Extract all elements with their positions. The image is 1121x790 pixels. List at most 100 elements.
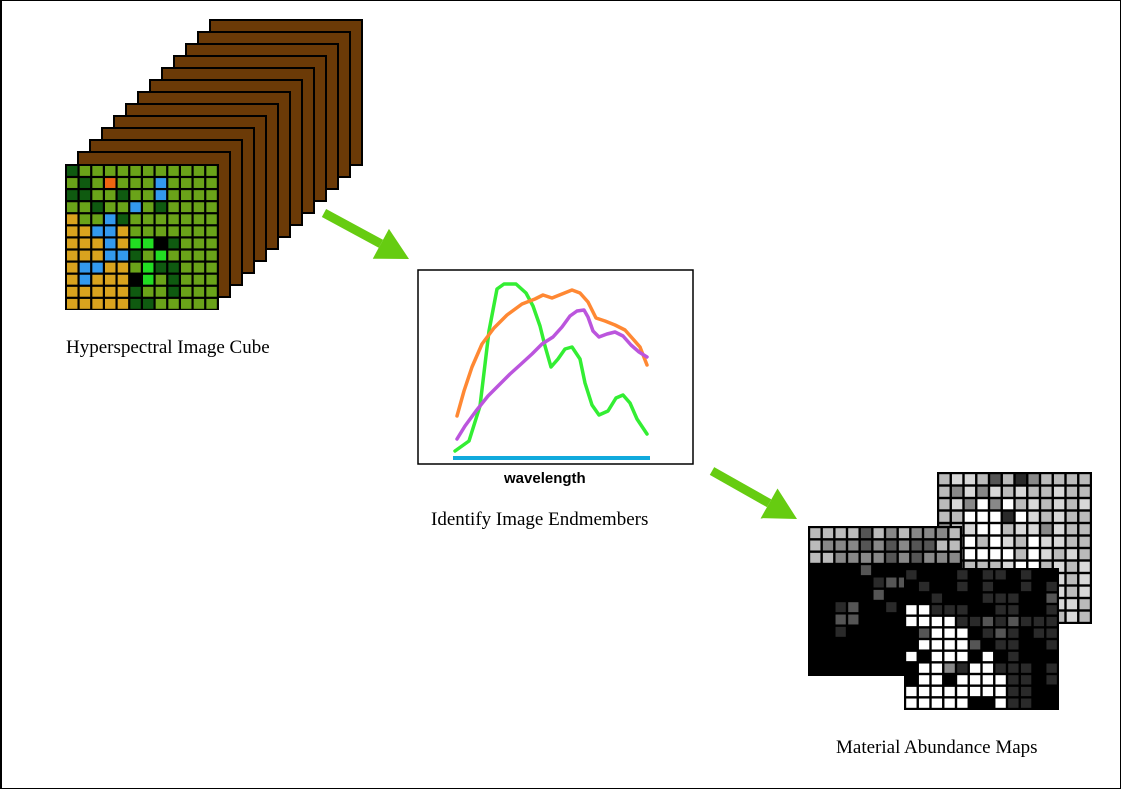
- abundance-pixel: [886, 552, 897, 563]
- abundance-pixel: [995, 640, 1006, 650]
- abundance-pixel: [835, 552, 846, 563]
- cube-pixel: [168, 250, 179, 261]
- abundance-pixel: [995, 593, 1006, 603]
- abundance-pixel: [886, 577, 897, 588]
- cube-pixel: [168, 298, 179, 309]
- abundance-pixel: [1079, 499, 1090, 510]
- abundance-pixel: [1066, 511, 1078, 522]
- abundance-pixel: [1008, 640, 1019, 650]
- abundance-pixel: [906, 628, 917, 638]
- abundance-pixel: [924, 552, 935, 563]
- abundance-pixel: [964, 486, 976, 497]
- abundance-pixel: [906, 616, 917, 627]
- abundance-pixel: [1020, 570, 1032, 580]
- cube-pixel: [92, 166, 103, 176]
- abundance-pixel: [944, 570, 955, 580]
- cube-pixel: [105, 202, 116, 213]
- abundance-pixel: [848, 589, 859, 600]
- abundance-pixel: [931, 605, 943, 615]
- abundance-pixel: [873, 639, 884, 650]
- abundance-pixel: [1033, 663, 1045, 673]
- abundance-pixel: [835, 565, 846, 576]
- abundance-pixel: [1066, 486, 1078, 497]
- arrow-right-down-icon: [709, 467, 797, 519]
- cube-pixel: [130, 202, 141, 213]
- abundance-pixel: [835, 626, 846, 637]
- abundance-pixel: [911, 552, 922, 563]
- abundance-pixel: [848, 540, 859, 551]
- abundance-pixel: [1033, 593, 1045, 603]
- cube-pixel: [79, 262, 91, 273]
- abundance-pixel: [1008, 651, 1019, 662]
- abundance-pixel: [939, 499, 950, 510]
- abundance-pixel: [957, 593, 968, 603]
- abundance-pixel: [1028, 486, 1039, 497]
- abundance-pixel: [822, 639, 834, 650]
- abundance-pixel: [886, 651, 897, 662]
- abundance-pixel: [969, 640, 981, 650]
- abundance-pixel: [822, 614, 834, 625]
- abundance-pixel: [918, 686, 930, 697]
- abundance-pixel: [1079, 524, 1090, 535]
- cube-pixel: [193, 190, 205, 201]
- abundance-pixel: [810, 589, 821, 600]
- cube-pixel: [79, 274, 91, 285]
- abundance-pixel: [924, 540, 935, 551]
- abundance-pixel: [1041, 474, 1052, 485]
- abundance-pixel: [931, 675, 943, 685]
- cube-pixel: [168, 274, 179, 285]
- cube-pixel: [130, 262, 141, 273]
- cube-pixel: [181, 190, 192, 201]
- cube-pixel: [79, 286, 91, 297]
- abundance-pixel: [939, 474, 950, 485]
- cube-pixel: [143, 262, 154, 273]
- abundance-pixel: [911, 540, 922, 551]
- abundance-pixel: [990, 536, 1001, 547]
- abundance-pixel: [982, 686, 994, 697]
- abundance-pixel: [990, 524, 1001, 535]
- abundance-pixel: [949, 528, 960, 539]
- abundance-pixel: [1046, 628, 1057, 638]
- abundance-pixel: [810, 552, 821, 563]
- abundance-pixel: [1008, 616, 1019, 627]
- abundance-pixel: [1002, 536, 1014, 547]
- abundance-pixel: [860, 577, 872, 588]
- cube-pixel: [143, 298, 154, 309]
- abundance-pixel: [1008, 570, 1019, 580]
- abundance-pixel: [918, 593, 930, 603]
- cube-pixel: [143, 250, 154, 261]
- abundance-pixel: [931, 628, 943, 638]
- cube-pixel: [105, 226, 116, 237]
- abundance-pixel: [1079, 574, 1090, 585]
- abundance-pixel: [957, 686, 968, 697]
- cube-pixel: [117, 226, 129, 237]
- abundance-pixel: [1015, 524, 1027, 535]
- abundance-pixel: [860, 626, 872, 637]
- cube-pixel: [67, 214, 78, 225]
- abundance-pixel: [957, 698, 968, 708]
- cube-pixel: [130, 214, 141, 225]
- cube-pixel: [130, 250, 141, 261]
- cube-pixel: [155, 262, 167, 273]
- abundance-pixel: [810, 565, 821, 576]
- abundance-pixel: [931, 663, 943, 673]
- abundance-pixel: [995, 570, 1006, 580]
- cube-pixel: [117, 202, 129, 213]
- abundance-pixel: [860, 565, 872, 576]
- maps-caption: Material Abundance Maps: [836, 737, 1038, 758]
- abundance-pixel: [873, 589, 884, 600]
- abundance-pixel: [873, 663, 884, 674]
- cube-pixel: [193, 262, 205, 273]
- abundance-pixel: [822, 602, 834, 613]
- cube-pixel: [79, 298, 91, 309]
- abundance-pixel: [931, 616, 943, 627]
- cube-pixel: [206, 178, 217, 188]
- abundance-pixel: [918, 616, 930, 627]
- abundance-pixel: [835, 540, 846, 551]
- abundance-pixel: [860, 528, 872, 539]
- cube-pixel: [143, 238, 154, 249]
- cube-pixel: [130, 166, 141, 176]
- abundance-pixel: [977, 561, 988, 572]
- cube-pixel: [181, 202, 192, 213]
- abundance-pixel: [951, 474, 963, 485]
